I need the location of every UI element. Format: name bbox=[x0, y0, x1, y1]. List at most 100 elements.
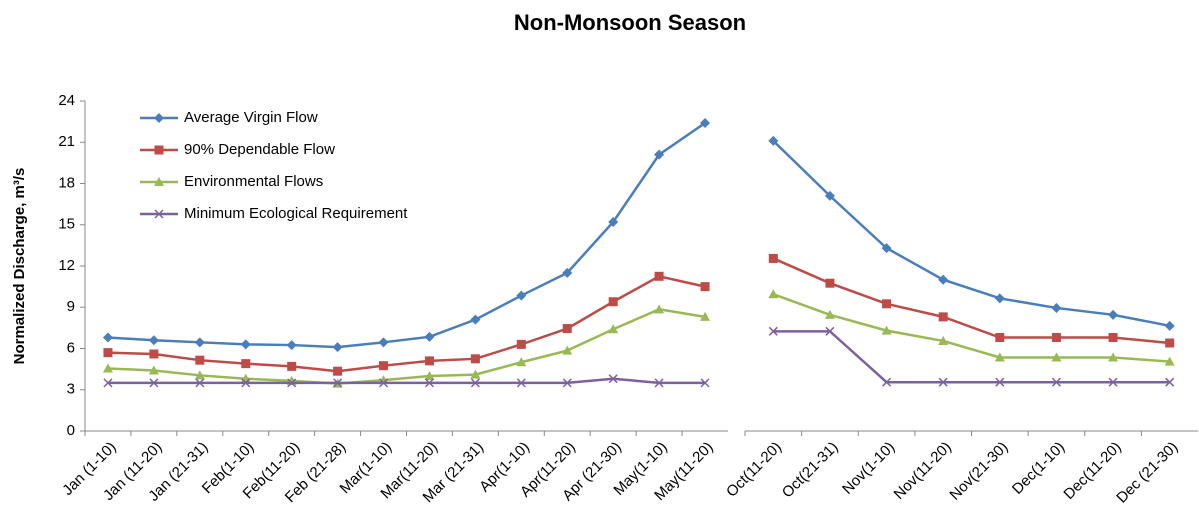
marker bbox=[516, 378, 526, 388]
marker bbox=[654, 271, 664, 281]
marker bbox=[994, 352, 1005, 362]
series-line bbox=[772, 293, 1170, 363]
marker bbox=[194, 337, 205, 348]
marker bbox=[1164, 320, 1175, 331]
marker bbox=[700, 118, 711, 128]
marker bbox=[938, 335, 949, 345]
marker bbox=[994, 293, 1005, 304]
marker bbox=[516, 357, 527, 367]
marker bbox=[824, 190, 835, 201]
marker bbox=[379, 378, 389, 388]
marker bbox=[881, 243, 892, 254]
x-tick-label: Nov(11-20) bbox=[891, 439, 955, 503]
marker bbox=[287, 378, 297, 388]
x-tick-label: Oct(21-31) bbox=[779, 439, 842, 502]
chart-title: Non-Monsoon Season bbox=[514, 10, 746, 35]
marker bbox=[1051, 333, 1061, 342]
marker bbox=[149, 378, 159, 388]
marker bbox=[103, 378, 113, 388]
marker bbox=[562, 378, 572, 388]
x-tick-label: Dec(1-10) bbox=[1009, 439, 1068, 498]
marker bbox=[938, 274, 949, 285]
marker bbox=[516, 290, 527, 301]
series-line bbox=[107, 274, 706, 373]
marker bbox=[995, 377, 1005, 387]
y-tick-label: 21 bbox=[58, 133, 75, 150]
y-tick-label: 24 bbox=[58, 92, 75, 109]
marker bbox=[470, 354, 480, 364]
marker bbox=[240, 339, 251, 350]
marker bbox=[148, 365, 159, 375]
y-tick-label: 18 bbox=[58, 174, 75, 191]
y-tick-label: 9 bbox=[67, 298, 75, 315]
x-tick-label: Nov(1-10) bbox=[839, 439, 898, 498]
marker bbox=[102, 332, 113, 343]
marker bbox=[1108, 333, 1118, 342]
marker bbox=[562, 267, 573, 278]
marker bbox=[149, 349, 159, 359]
marker bbox=[1108, 377, 1118, 387]
legend-label: 90% Dependable Flow bbox=[184, 141, 335, 158]
marker bbox=[470, 378, 480, 388]
marker bbox=[825, 326, 835, 336]
legend-label: Environmental Flows bbox=[184, 173, 323, 190]
marker bbox=[424, 331, 435, 342]
x-tick-label: Dec (21-30) bbox=[1113, 439, 1181, 507]
x-tick-label: Oct(11-20) bbox=[723, 439, 785, 501]
marker bbox=[995, 333, 1005, 342]
marker bbox=[241, 378, 251, 388]
marker bbox=[470, 369, 481, 379]
marker bbox=[768, 289, 779, 299]
marker bbox=[1051, 377, 1061, 387]
marker bbox=[654, 149, 665, 160]
marker bbox=[154, 113, 164, 123]
marker bbox=[194, 370, 205, 380]
marker bbox=[333, 366, 343, 376]
marker bbox=[700, 378, 710, 388]
marker bbox=[881, 325, 892, 335]
marker bbox=[1165, 338, 1175, 348]
marker bbox=[654, 304, 665, 314]
marker bbox=[424, 356, 434, 366]
y-axis-label: Normalized Discharge, m³/s bbox=[11, 168, 28, 365]
marker bbox=[562, 324, 572, 334]
marker bbox=[700, 282, 710, 292]
marker bbox=[195, 378, 205, 388]
marker bbox=[287, 361, 297, 371]
series-line bbox=[772, 139, 1170, 328]
marker bbox=[148, 335, 159, 346]
marker bbox=[882, 299, 892, 309]
marker bbox=[1164, 356, 1175, 366]
series-line bbox=[772, 257, 1170, 345]
marker bbox=[379, 361, 389, 371]
marker bbox=[1165, 377, 1175, 387]
marker bbox=[608, 324, 619, 334]
marker bbox=[608, 297, 618, 307]
marker bbox=[938, 377, 948, 387]
series-line bbox=[773, 330, 1170, 384]
series-line bbox=[107, 121, 706, 349]
marker bbox=[608, 217, 619, 227]
y-tick-label: 0 bbox=[67, 422, 75, 439]
marker bbox=[1108, 309, 1119, 320]
marker bbox=[424, 378, 434, 388]
marker bbox=[768, 326, 778, 336]
series-line bbox=[107, 377, 706, 385]
marker bbox=[103, 348, 113, 358]
marker bbox=[154, 145, 164, 155]
marker bbox=[768, 135, 779, 146]
marker bbox=[562, 345, 573, 355]
marker bbox=[154, 177, 164, 186]
y-tick-label: 12 bbox=[58, 257, 75, 274]
marker bbox=[1108, 352, 1119, 362]
marker bbox=[1051, 302, 1062, 313]
series-line bbox=[107, 308, 706, 385]
marker bbox=[154, 209, 164, 219]
marker bbox=[882, 377, 892, 387]
y-tick-label: 6 bbox=[67, 339, 75, 356]
marker bbox=[825, 278, 835, 288]
marker bbox=[824, 309, 835, 319]
marker bbox=[241, 359, 251, 369]
legend-label: Minimum Ecological Requirement bbox=[184, 205, 408, 222]
